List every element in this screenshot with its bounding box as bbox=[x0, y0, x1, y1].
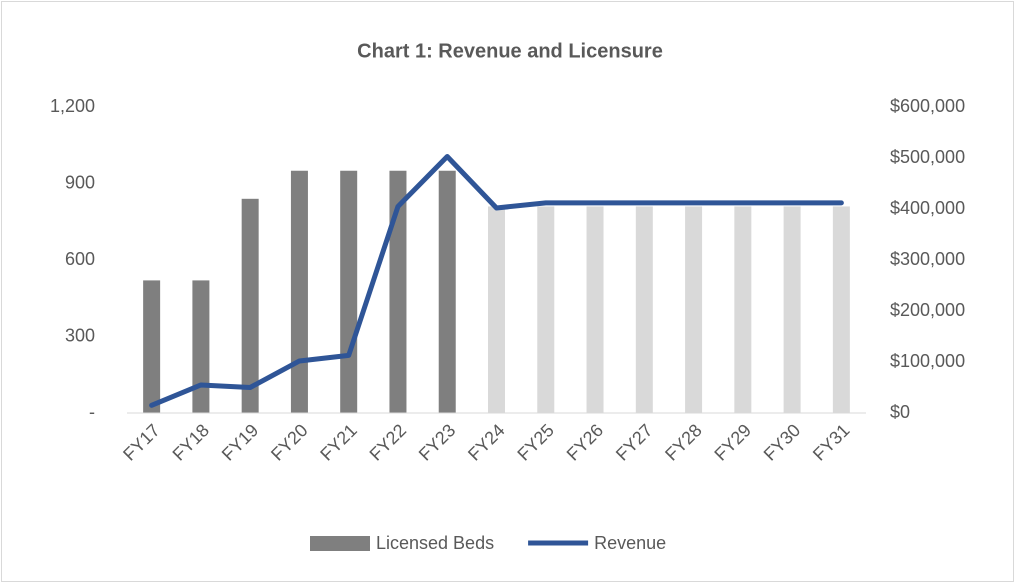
revenue-line bbox=[149, 153, 844, 408]
bar bbox=[832, 206, 850, 413]
y2-tick-label: $100,000 bbox=[890, 351, 965, 371]
y-tick-label: - bbox=[89, 402, 95, 422]
legend-label: Revenue bbox=[594, 533, 666, 553]
bar bbox=[290, 170, 308, 413]
legend-swatch bbox=[310, 536, 370, 551]
bar bbox=[340, 170, 358, 413]
bar bbox=[241, 198, 259, 413]
bar bbox=[192, 280, 210, 413]
bar bbox=[537, 206, 555, 413]
y2-tick-label: $300,000 bbox=[890, 249, 965, 269]
bar bbox=[143, 280, 161, 413]
legend-label: Licensed Beds bbox=[376, 533, 494, 553]
y2-tick-label: $500,000 bbox=[890, 147, 965, 167]
y2-tick-label: $0 bbox=[890, 402, 910, 422]
bar bbox=[685, 206, 703, 413]
y2-tick-label: $400,000 bbox=[890, 198, 965, 218]
bar bbox=[488, 206, 505, 413]
bar bbox=[438, 170, 456, 413]
y-tick-label: 300 bbox=[65, 325, 95, 345]
bar bbox=[734, 206, 752, 413]
bar bbox=[586, 206, 604, 413]
y-tick-label: 600 bbox=[65, 249, 95, 269]
bar bbox=[783, 206, 801, 413]
bar bbox=[389, 170, 407, 413]
y2-tick-label: $200,000 bbox=[890, 300, 965, 320]
y2-tick-label: $600,000 bbox=[890, 96, 965, 116]
chart-title: Chart 1: Revenue and Licensure bbox=[357, 40, 663, 62]
bar bbox=[635, 206, 653, 413]
y-tick-label: 900 bbox=[65, 172, 95, 192]
y-tick-label: 1,200 bbox=[50, 96, 95, 116]
